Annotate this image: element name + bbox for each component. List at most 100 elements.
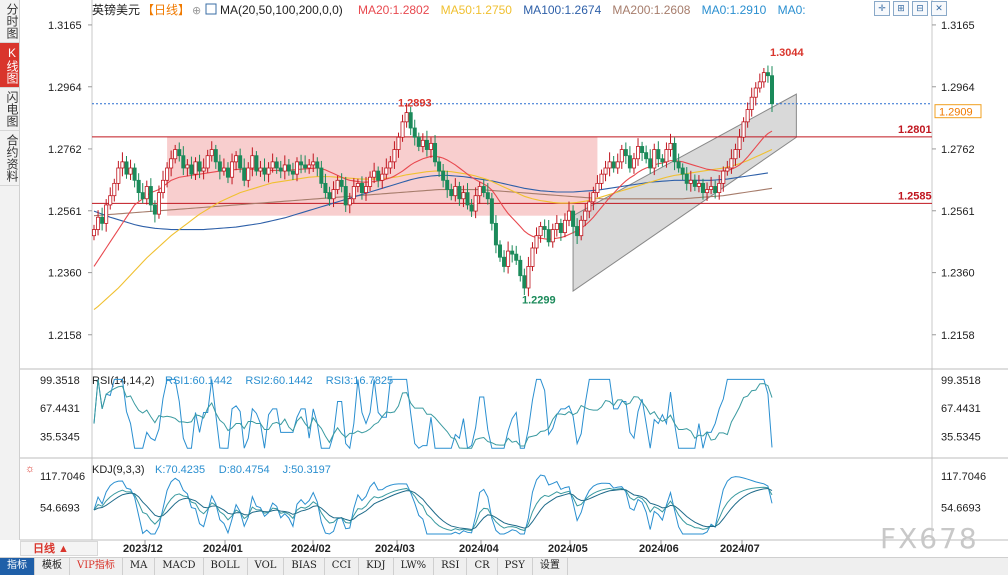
candle-body-30 <box>213 149 218 163</box>
price-tick-right-3: 1.2561 <box>941 206 975 218</box>
candle-body-17 <box>161 179 166 194</box>
sidebar-tab-3[interactable]: 合约资料 <box>0 131 19 186</box>
rsi-slow-line <box>93 379 773 449</box>
price-tick-left-4: 1.2360 <box>48 268 82 280</box>
price-tick-right-5: 1.2158 <box>941 330 975 342</box>
candle-body-28 <box>205 155 210 169</box>
candle-body-150 <box>700 182 705 194</box>
time-tick-6: 2024/06 <box>639 543 679 555</box>
candle-body-117 <box>567 210 572 221</box>
indicator-tab-7[interactable]: BIAS <box>284 558 325 575</box>
candle-body-58 <box>327 192 332 200</box>
candle-body-11 <box>136 179 141 194</box>
candle-body-125 <box>599 173 604 184</box>
candle-body-143 <box>672 142 677 163</box>
indicator-tab-6[interactable]: VOL <box>248 558 285 575</box>
candle-body-68 <box>368 176 373 187</box>
candle-body-44 <box>270 161 275 169</box>
candle-body-33 <box>225 167 230 178</box>
ma-params: MA(20,50,100,200,0,0) <box>220 3 343 17</box>
candle-body-132 <box>627 155 632 169</box>
indicator-tab-14[interactable]: 设置 <box>533 558 568 575</box>
candle-body-14 <box>148 186 153 206</box>
candle-body-99 <box>493 222 498 246</box>
candle-body-24 <box>189 164 194 175</box>
candle-body-140 <box>660 158 665 163</box>
candle-body-1 <box>96 216 101 230</box>
indicator-tab-0[interactable]: 指标 <box>0 558 35 575</box>
prev-high-label: 1.2893 <box>398 98 432 110</box>
candle-body-78 <box>408 112 413 129</box>
candle-body-130 <box>619 149 624 163</box>
candle-body-9 <box>128 167 133 175</box>
candle-body-7 <box>120 161 125 169</box>
crosshair-icon[interactable]: ✛ <box>874 1 890 16</box>
candle-body-83 <box>428 142 433 150</box>
price-tick-right-0: 1.3165 <box>941 20 975 32</box>
candle-body-43 <box>266 167 271 175</box>
candle-body-147 <box>688 179 693 184</box>
candle-body-93 <box>469 204 474 212</box>
candle-body-76 <box>400 121 405 138</box>
indicator-tab-3[interactable]: MA <box>123 558 156 575</box>
candle-body-71 <box>380 173 385 181</box>
candle-body-8 <box>124 161 129 175</box>
candle-body-54 <box>311 161 316 166</box>
candle-body-145 <box>680 167 685 175</box>
rsi-value-1: RSI2:60.1442 <box>245 375 312 387</box>
candle-body-165 <box>761 72 766 83</box>
zoom-in-icon[interactable]: ⊞ <box>893 1 909 16</box>
sidebar-tab-1[interactable]: K线图 <box>0 43 19 88</box>
close-icon[interactable]: ✕ <box>931 1 947 16</box>
price-tick-right-4: 1.2360 <box>941 268 975 280</box>
indicator-tab-12[interactable]: CR <box>467 558 498 575</box>
candle-body-82 <box>424 139 429 150</box>
ma-toggle-icon <box>205 3 217 15</box>
candle-body-10 <box>132 167 137 181</box>
candle-body-6 <box>116 167 121 184</box>
candle-body-102 <box>506 250 511 267</box>
candle-body-141 <box>664 149 669 163</box>
indicator-tab-8[interactable]: CCI <box>325 558 360 575</box>
candle-body-133 <box>631 158 636 169</box>
candle-body-144 <box>676 161 681 169</box>
zoom-out-icon[interactable]: ⊟ <box>912 1 928 16</box>
current-price-value: 1.2909 <box>939 107 973 119</box>
candle-body-131 <box>623 149 628 157</box>
indicator-tab-4[interactable]: MACD <box>155 558 204 575</box>
kdj-d-line <box>93 487 773 530</box>
rsi-tick-left-0: 99.3518 <box>40 375 80 387</box>
indicator-tab-5[interactable]: BOLL <box>204 558 248 575</box>
indicator-tab-1[interactable]: 模板 <box>35 558 70 575</box>
chart-area[interactable]: 1.3165 1.3165 1.2964 1.2964 1.2762 1.2762 1.25… <box>0 0 1008 557</box>
time-tick-2: 2024/02 <box>291 543 331 555</box>
candle-body-26 <box>197 161 202 172</box>
candle-body-29 <box>209 149 214 157</box>
candle-body-153 <box>713 186 718 194</box>
candle-body-20 <box>173 149 178 160</box>
candle-body-19 <box>169 158 174 169</box>
candle-body-12 <box>140 192 145 200</box>
candle-body-5 <box>112 182 117 197</box>
candle-body-112 <box>546 229 551 243</box>
candle-body-25 <box>193 161 198 175</box>
period-selector[interactable]: 日线 ▲ <box>20 541 98 556</box>
indicator-tab-2[interactable]: VIP指标 <box>70 558 123 575</box>
candle-body-77 <box>404 112 409 123</box>
indicator-tab-11[interactable]: RSI <box>434 558 468 575</box>
kdj-j-line <box>93 474 773 535</box>
indicator-tab-13[interactable]: PSY <box>498 558 533 575</box>
candle-body-59 <box>331 189 336 200</box>
sidebar-tab-2[interactable]: 闪电图 <box>0 88 19 131</box>
candle-body-108 <box>530 247 535 267</box>
candle-body-110 <box>538 226 543 237</box>
sidebar-tab-0[interactable]: 分时图 <box>0 0 19 43</box>
indicator-tab-10[interactable]: LW% <box>394 558 435 575</box>
indicator-tab-9[interactable]: KDJ <box>359 558 394 575</box>
candle-body-138 <box>652 149 657 169</box>
candle-body-70 <box>376 170 381 181</box>
candle-body-63 <box>347 198 352 206</box>
rising-channel <box>572 93 797 293</box>
candle-body-109 <box>534 235 539 249</box>
candle-body-92 <box>465 192 470 206</box>
